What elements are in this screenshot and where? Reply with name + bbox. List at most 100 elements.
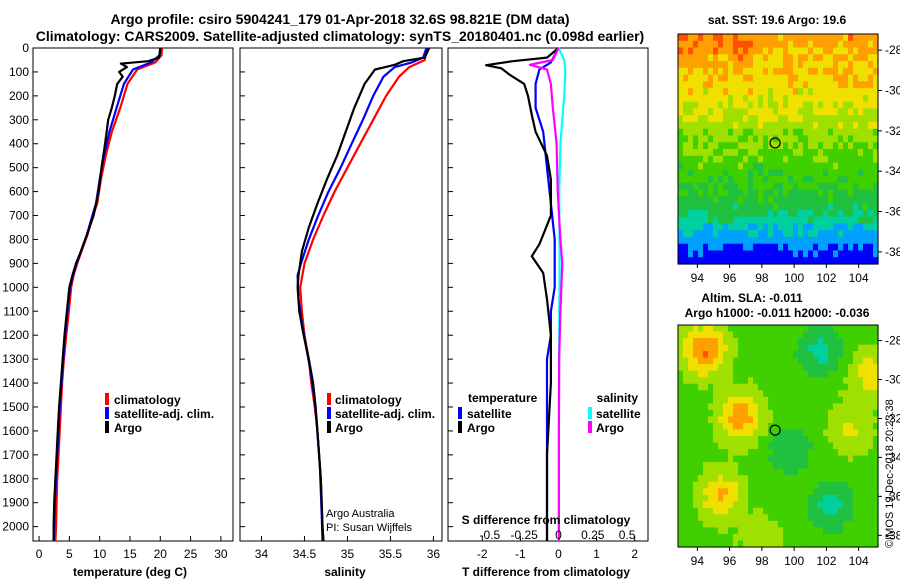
map-cell	[688, 331, 694, 339]
s-tick-label: -0.25	[511, 528, 539, 542]
map-cell	[688, 182, 694, 191]
map-cell	[728, 422, 734, 431]
map-cell	[798, 142, 804, 150]
map-cell	[828, 325, 834, 333]
temperature-xlabel: temperature (deg C)	[73, 565, 187, 579]
map-cell	[678, 176, 684, 184]
map-cell	[863, 527, 869, 535]
map-cell	[788, 403, 794, 411]
map-cell	[828, 74, 834, 82]
map-cell	[803, 501, 809, 509]
map-cell	[753, 390, 759, 398]
map-cell	[798, 481, 804, 489]
map-cell	[693, 429, 699, 437]
map-cell	[803, 507, 809, 515]
map-cell	[873, 364, 879, 372]
map-cell	[858, 88, 864, 96]
map-cell	[758, 501, 764, 509]
map-cell	[688, 40, 694, 49]
map-cell	[778, 422, 784, 431]
map-cell	[803, 377, 809, 385]
map-cell	[728, 338, 734, 346]
map-cell	[678, 442, 684, 450]
map-cell	[773, 455, 779, 463]
map-x-tick-label: 104	[849, 554, 869, 568]
map-cell	[678, 409, 684, 418]
map-cell	[738, 325, 744, 333]
map-cell	[728, 230, 734, 238]
map-cell	[833, 514, 839, 522]
map-cell	[823, 468, 829, 476]
map-cell	[833, 230, 839, 238]
map-cell	[698, 135, 704, 143]
map-cell	[833, 67, 839, 76]
map-cell	[723, 475, 729, 483]
map-cell	[843, 475, 849, 483]
map-cell	[768, 325, 774, 333]
map-cell	[863, 155, 869, 164]
map-cell	[823, 54, 829, 62]
map-cell	[868, 34, 874, 42]
map-cell	[708, 409, 714, 418]
map-cell	[828, 338, 834, 346]
map-cell	[798, 357, 804, 365]
map-cell	[688, 34, 694, 42]
map-cell	[868, 520, 874, 529]
map-cell	[708, 540, 714, 548]
map-cell	[718, 403, 724, 411]
map-cell	[723, 155, 729, 164]
salinity-legend: climatology satellite-adj. clim. Argo Ar…	[326, 393, 435, 534]
map-frame	[677, 324, 879, 548]
map-cell	[848, 383, 854, 391]
map-cell	[858, 216, 864, 225]
map-cell	[873, 121, 879, 130]
map-cell	[758, 88, 764, 96]
map-cell	[773, 488, 779, 496]
map-cell	[778, 162, 784, 170]
map-cell	[783, 468, 789, 476]
map-cell	[858, 422, 864, 431]
map-cell	[768, 257, 774, 265]
map-cell	[868, 527, 874, 535]
map-cell	[798, 449, 804, 457]
map-cell	[763, 422, 769, 431]
map-cell	[693, 47, 699, 55]
map-cell	[733, 351, 739, 359]
map-cell	[803, 135, 809, 143]
map-cell	[748, 176, 754, 184]
map-cell	[788, 449, 794, 457]
map-cell	[823, 250, 829, 258]
map-cell	[693, 94, 699, 103]
map-cell	[728, 325, 734, 333]
map-cell	[708, 494, 714, 502]
map-cell	[873, 383, 879, 391]
map-cell	[688, 338, 694, 346]
sst-map: 94 96 98 100 102 104-28-30-32-34-36-38	[677, 33, 900, 285]
map-cell	[843, 403, 849, 411]
map-cell	[708, 351, 714, 359]
map-cell	[708, 257, 714, 265]
map-cell	[763, 121, 769, 130]
map-cell	[868, 449, 874, 457]
map-cell	[863, 47, 869, 55]
map-y-tick-label: -38	[885, 245, 900, 259]
map-cell	[683, 94, 689, 103]
map-cell	[848, 189, 854, 197]
map-cell	[758, 81, 764, 89]
map-cell	[843, 142, 849, 150]
map-cell	[853, 403, 859, 411]
map-cell	[823, 436, 829, 444]
map-cell	[808, 390, 814, 398]
map-cell	[698, 257, 704, 265]
map-cell	[678, 351, 684, 359]
map-cell	[858, 507, 864, 515]
map-cell	[708, 533, 714, 542]
map-cell	[848, 416, 854, 424]
map-cell	[853, 344, 859, 352]
map-cell	[803, 61, 809, 69]
map-cell	[683, 257, 689, 265]
map-cell	[698, 507, 704, 515]
map-cell	[778, 189, 784, 197]
map-cell	[843, 357, 849, 365]
map-cell	[733, 442, 739, 450]
